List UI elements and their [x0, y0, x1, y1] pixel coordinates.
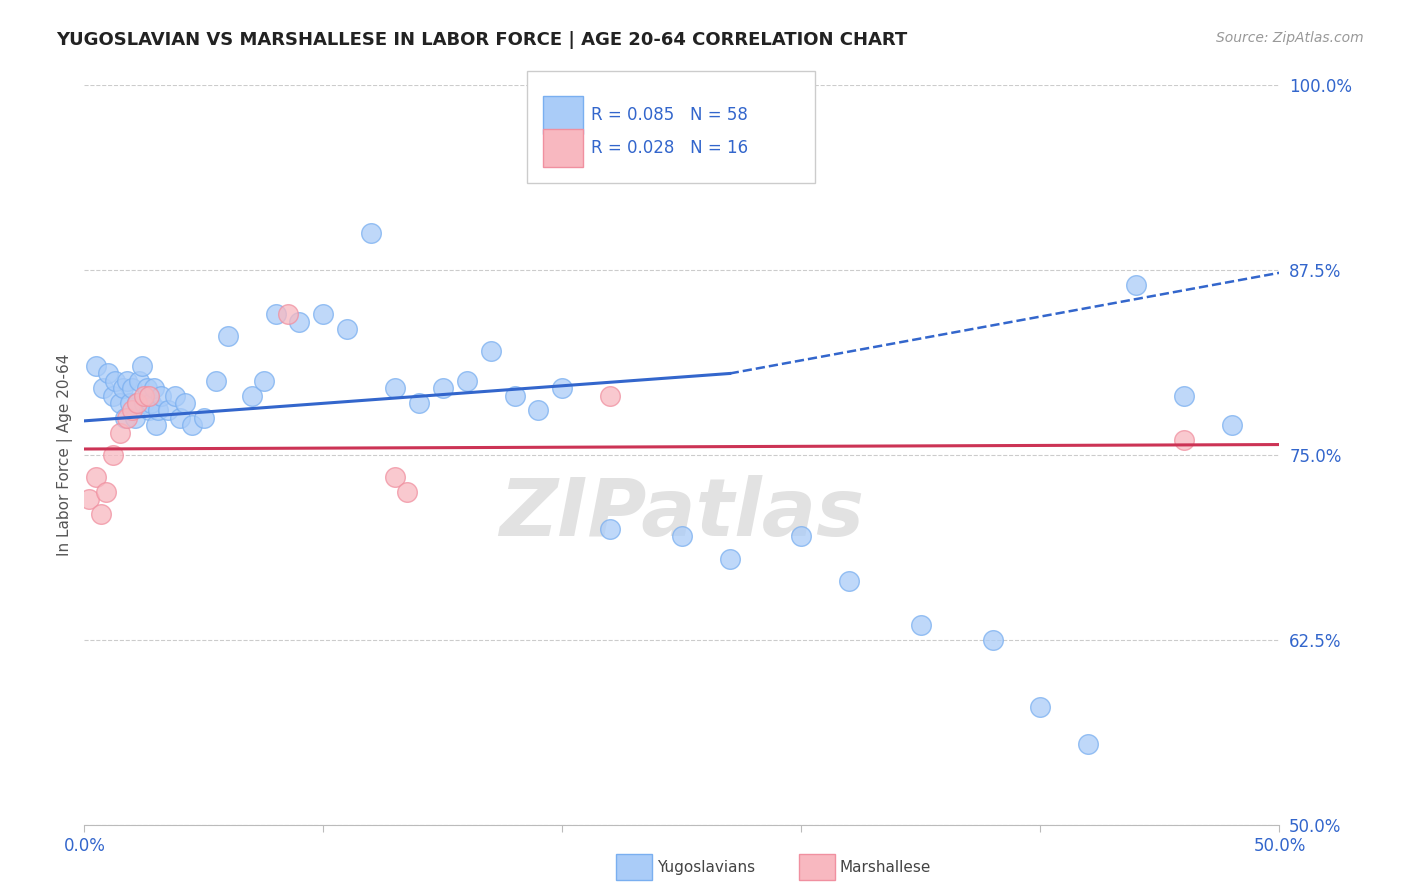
Text: YUGOSLAVIAN VS MARSHALLESE IN LABOR FORCE | AGE 20-64 CORRELATION CHART: YUGOSLAVIAN VS MARSHALLESE IN LABOR FORC… — [56, 31, 907, 49]
Point — [86, 359, 108, 373]
Text: Marshallese: Marshallese — [839, 860, 931, 874]
Text: Yugoslavians: Yugoslavians — [657, 860, 755, 874]
Point — [240, 389, 263, 403]
Point — [114, 410, 136, 425]
Point — [135, 381, 157, 395]
Point — [456, 374, 478, 388]
Point — [288, 315, 311, 329]
Point — [396, 485, 419, 500]
Point — [981, 633, 1004, 648]
Point — [128, 374, 150, 388]
Text: R = 0.028   N = 16: R = 0.028 N = 16 — [591, 139, 748, 157]
Y-axis label: In Labor Force | Age 20-64: In Labor Force | Age 20-64 — [58, 354, 73, 556]
Point — [132, 389, 156, 403]
Point — [111, 381, 134, 395]
Point — [101, 448, 124, 462]
Point — [790, 529, 813, 543]
Point — [1173, 389, 1195, 403]
Point — [599, 389, 621, 403]
Point — [360, 226, 382, 240]
Point — [205, 374, 228, 388]
Point — [1125, 277, 1147, 292]
Point — [1077, 737, 1099, 751]
Point — [1173, 433, 1195, 447]
Point — [145, 418, 167, 433]
Point — [253, 374, 276, 388]
Point — [148, 403, 170, 417]
Point — [117, 374, 139, 388]
Point — [93, 381, 115, 395]
Point — [264, 307, 287, 321]
Point — [432, 381, 454, 395]
Point — [599, 522, 621, 536]
Point — [312, 307, 335, 321]
Point — [121, 403, 143, 417]
Point — [527, 403, 550, 417]
Point — [97, 367, 120, 381]
Point — [101, 389, 124, 403]
Point — [138, 403, 160, 417]
Point — [165, 389, 187, 403]
Point — [104, 374, 127, 388]
Point — [138, 389, 160, 403]
Text: R = 0.085   N = 58: R = 0.085 N = 58 — [591, 106, 748, 124]
Point — [157, 403, 180, 417]
Point — [77, 492, 100, 507]
Point — [408, 396, 430, 410]
Point — [125, 396, 148, 410]
Text: ZIPatlas: ZIPatlas — [499, 475, 865, 553]
Point — [384, 470, 406, 484]
Point — [131, 359, 153, 373]
Point — [181, 418, 204, 433]
Point — [142, 381, 165, 395]
Point — [169, 410, 191, 425]
Point — [110, 396, 132, 410]
Text: Source: ZipAtlas.com: Source: ZipAtlas.com — [1216, 31, 1364, 45]
Point — [117, 410, 139, 425]
Point — [173, 396, 195, 410]
Point — [1220, 418, 1243, 433]
Point — [149, 389, 172, 403]
Point — [384, 381, 406, 395]
Point — [121, 381, 143, 395]
Point — [479, 344, 502, 359]
Point — [551, 381, 574, 395]
Point — [503, 389, 526, 403]
Point — [86, 470, 108, 484]
Point — [90, 507, 112, 521]
Point — [1029, 699, 1052, 714]
Point — [910, 618, 932, 632]
Point — [132, 396, 156, 410]
Point — [838, 574, 860, 588]
Point — [141, 396, 163, 410]
Point — [718, 551, 741, 566]
Point — [125, 396, 148, 410]
Point — [110, 425, 132, 440]
Point — [118, 396, 141, 410]
Point — [671, 529, 693, 543]
Point — [217, 329, 239, 343]
Point — [277, 307, 299, 321]
Point — [193, 410, 215, 425]
Point — [124, 410, 146, 425]
Point — [94, 485, 117, 500]
Point — [336, 322, 359, 336]
